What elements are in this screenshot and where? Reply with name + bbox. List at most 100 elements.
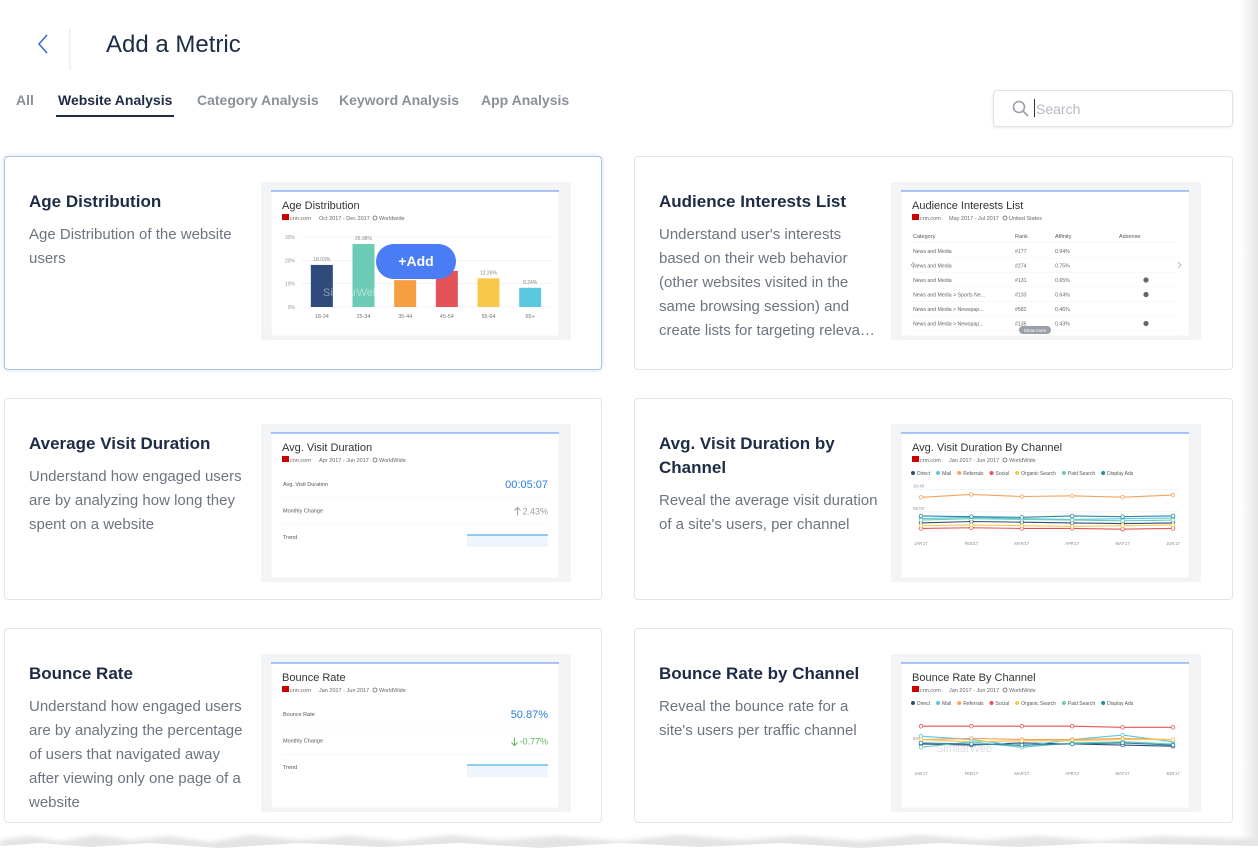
series-line (920, 524, 1174, 527)
value-label: 18.03% (313, 257, 331, 263)
x-tick-label: JAN'17 (914, 771, 928, 776)
preview-panel (900, 662, 1190, 809)
series-point (1019, 494, 1024, 499)
series-point (1069, 493, 1075, 499)
y-tick-label: 30% (285, 235, 296, 241)
series-point (1170, 517, 1176, 523)
table-cell: News and Media (913, 278, 952, 284)
card-description: Reveal the bounce rate for a site's user… (659, 698, 857, 739)
back-button[interactable] (30, 28, 80, 78)
series-point (1120, 725, 1125, 730)
bar (352, 244, 375, 307)
metric-value: 00:05:07 (505, 479, 548, 491)
series-point (969, 741, 974, 747)
y-tick-label: 08:00 (913, 506, 925, 511)
x-tick-label: 35-44 (398, 314, 412, 320)
legend-swatch (1061, 471, 1066, 475)
table-cell: 0.94% (1055, 249, 1070, 255)
metric-value: -0.77% (519, 737, 548, 747)
series-point (1069, 517, 1075, 523)
series-line (920, 742, 1174, 747)
preview-region: WorldWide (379, 688, 406, 694)
metric-card[interactable]: Bounce Rate by Channel Reveal the bounce … (634, 628, 1233, 823)
metric-card[interactable]: Avg. Visit Duration by Channel Reveal the… (634, 398, 1233, 600)
series-point (918, 517, 924, 523)
watermark: SimilarWeb (323, 287, 379, 299)
series-point (1019, 724, 1024, 729)
preview-panel (270, 432, 560, 579)
region-icon (372, 457, 378, 463)
metric-preview: Avg. Visit Duration By Channel cnn.com Jan… (891, 424, 1201, 582)
tab[interactable]: App Analysis (481, 92, 570, 108)
metric-preview: Bounce Rate By Channel cnn.com Jan 2017 - … (891, 654, 1201, 812)
metric-preview: Audience Interests List cnn.com May 2017 -… (891, 182, 1201, 340)
series-line (920, 737, 1174, 741)
search-box[interactable]: Search (993, 90, 1233, 127)
y-tick-label: 10% (285, 282, 296, 288)
preview-region: Worldwide (379, 216, 405, 222)
legend-label: Display Ads (1107, 471, 1134, 477)
metric-card[interactable]: Bounce Rate Understand how engaged users … (4, 628, 602, 823)
column-header: Rank (1015, 234, 1028, 240)
back-arrow (37, 34, 48, 54)
watermark: SimilarWeb (936, 743, 992, 755)
card-description: Understand how engaged users are by anal… (29, 468, 242, 533)
legend-label: Display Ads (1107, 701, 1134, 707)
series-point (1170, 522, 1176, 528)
table-cell: #131 (1015, 278, 1027, 284)
series-point (918, 495, 924, 500)
series-point (1019, 738, 1024, 743)
site-icon (282, 686, 289, 692)
bar (477, 278, 500, 307)
preview-site: cnn.com (290, 216, 311, 222)
site-icon (912, 686, 919, 692)
torn-edge (0, 835, 1258, 860)
region-icon (1002, 687, 1008, 693)
change-arrow (514, 506, 521, 516)
metric-label: Trend (283, 535, 297, 541)
tab-underline (56, 115, 174, 117)
table-cell: News and Media (913, 264, 952, 270)
change-arrow (511, 737, 518, 747)
x-tick-label: 65+ (525, 314, 534, 320)
series-point (1019, 515, 1024, 520)
tab[interactable]: Website Analysis (58, 92, 173, 108)
metric-card[interactable]: Average Visit Duration Understand how eng… (4, 398, 602, 600)
card-title: Avg. Visit Duration by Channel (659, 434, 835, 477)
legend-label: Direct (917, 701, 931, 707)
x-tick-label: 55-64 (481, 314, 495, 320)
y-tick-label: 10:40 (913, 484, 925, 489)
region-icon (372, 215, 378, 221)
legend-swatch (1015, 701, 1020, 705)
series-line (920, 520, 1174, 525)
site-icon (912, 456, 919, 462)
series-point (1170, 725, 1176, 730)
adsense-check (1143, 320, 1149, 327)
caret (1034, 99, 1035, 117)
preview-region: WorldWide (379, 458, 406, 464)
x-tick-label: JUN'17 (1166, 541, 1180, 546)
x-tick-label: FEB'17 (965, 541, 979, 546)
region-icon (372, 687, 378, 693)
legend-swatch (989, 471, 994, 475)
tab[interactable]: Category Analysis (197, 92, 319, 108)
legend-label: Social (996, 701, 1010, 707)
add-button[interactable]: +Add (376, 244, 456, 279)
metric-card[interactable]: Age Distribution Age Distribution of the … (4, 156, 602, 370)
site-icon (912, 214, 919, 220)
series-line (921, 725, 1173, 728)
series-point (918, 745, 924, 750)
tab[interactable]: Keyword Analysis (339, 92, 460, 108)
tab[interactable]: All (16, 92, 34, 108)
scroll-left (910, 261, 915, 269)
series-point (1120, 526, 1125, 532)
card-description: Understand user's interests based on the… (659, 226, 875, 339)
series-point (918, 523, 924, 528)
preview-site: cnn.com (920, 688, 941, 694)
legend-label: Organic Search (1021, 471, 1056, 477)
legend-swatch (989, 701, 994, 705)
series-point (1069, 724, 1075, 729)
card-description: Understand how engaged users are by anal… (29, 698, 243, 810)
metric-card[interactable]: Audience Interests List Understand user's… (634, 156, 1233, 370)
x-tick-label: 45-54 (440, 314, 454, 320)
